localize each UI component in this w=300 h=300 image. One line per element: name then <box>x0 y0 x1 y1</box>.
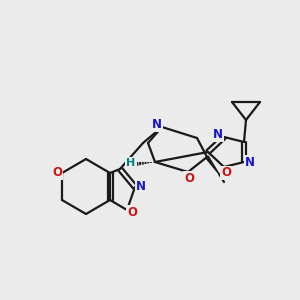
Text: N: N <box>152 118 162 131</box>
Text: H: H <box>126 158 136 168</box>
Text: N: N <box>245 155 255 169</box>
Polygon shape <box>206 156 219 174</box>
Text: O: O <box>184 172 194 184</box>
Text: O: O <box>127 206 137 218</box>
Text: O: O <box>221 167 231 179</box>
Text: O: O <box>52 167 62 179</box>
Text: N: N <box>136 181 146 194</box>
Text: N: N <box>213 128 223 142</box>
